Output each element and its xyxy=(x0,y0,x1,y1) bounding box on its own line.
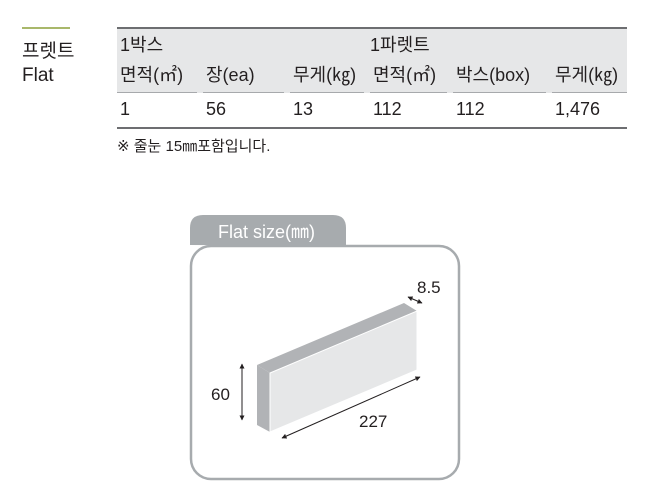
column-header: 장(ea) xyxy=(203,59,284,93)
accent-line xyxy=(22,27,70,29)
group-header-box: 1박스 xyxy=(120,35,164,55)
table-row: 1 56 13 112 112 1,476 xyxy=(117,93,627,129)
column-header: 박스(box) xyxy=(453,59,546,93)
group-header-row: 1박스 1파렛트 xyxy=(117,29,627,59)
column-header: 면적(㎡) xyxy=(117,59,197,93)
diagram-title: Flat size(㎜) xyxy=(218,222,315,242)
cell: 1 xyxy=(120,99,131,119)
length-label: 227 xyxy=(359,412,387,431)
note: ※ 줄눈 15㎜포함입니다. xyxy=(117,138,271,155)
column-header: 면적(㎡) xyxy=(370,59,447,93)
tile-side xyxy=(257,365,270,432)
product-name-en: Flat xyxy=(22,65,54,86)
product-title: 프렛트 Flat xyxy=(22,40,74,88)
product-name-ko: 프렛트 xyxy=(22,41,75,62)
cell: 112 xyxy=(373,99,402,119)
column-header-row: 면적(㎡) 장(ea) 무게(㎏) 면적(㎡) 박스(box) 무게(㎏) xyxy=(117,59,627,93)
group-header-pallet: 1파렛트 xyxy=(370,35,430,55)
thickness-arrow xyxy=(407,296,423,304)
tile-top xyxy=(257,303,417,373)
cell: 13 xyxy=(293,99,314,119)
column-header: 무게(㎏) xyxy=(290,59,364,93)
cell: 112 xyxy=(456,99,485,119)
length-arrow xyxy=(281,376,421,439)
height-label: 60 xyxy=(211,385,230,404)
spec-table: 1박스 1파렛트 면적(㎡) 장(ea) 무게(㎏) 면적(㎡) 박스(box)… xyxy=(117,27,627,129)
cell: 56 xyxy=(206,99,227,119)
diagram-tab xyxy=(190,215,346,246)
thickness-label: 8.5 xyxy=(417,278,441,297)
cell: 1,476 xyxy=(555,99,601,119)
column-header: 무게(㎏) xyxy=(552,59,627,93)
